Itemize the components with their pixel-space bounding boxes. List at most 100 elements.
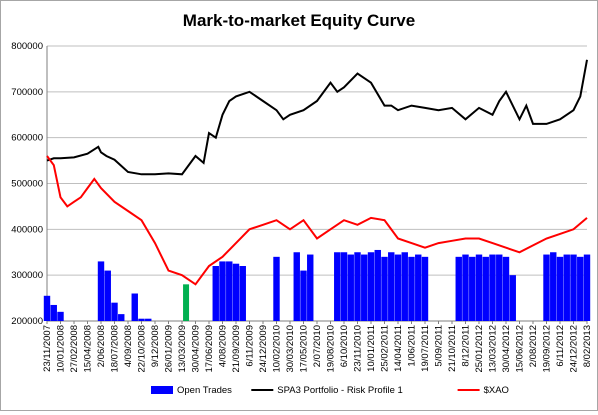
x-tick-label: 13/03/2009 <box>177 325 188 373</box>
x-tick-label: 23/11/2007 <box>42 325 53 372</box>
legend: Open Trades SPA3 Portfolio - Risk Profile… <box>151 385 509 396</box>
open-trades-bar <box>401 252 408 321</box>
x-tick-label: 5/09/2011 <box>434 325 445 367</box>
x-tick-label: 2/07/2010 <box>312 325 323 367</box>
x-tick-label: 8/12/2011 <box>461 325 472 367</box>
y-tick-label: 700000 <box>11 87 43 98</box>
open-trades-bar <box>475 254 483 321</box>
open-trades-bar <box>340 252 348 321</box>
x-tick-label: 4/08/2009 <box>218 325 229 367</box>
x-tick-label: 9/12/2008 <box>150 325 161 367</box>
x-tick-label: 19/07/2011 <box>420 325 431 372</box>
open-trades-bar <box>502 256 510 321</box>
open-trades-bar <box>455 256 462 321</box>
open-trades-bar <box>550 252 557 321</box>
open-trades-bar <box>57 311 64 321</box>
x-tick-label: 4/09/2008 <box>123 325 134 367</box>
open-trades-bar <box>381 256 388 321</box>
open-trades-bar <box>374 249 381 321</box>
y-tick-label: 200000 <box>11 316 43 327</box>
x-tick-label: 22/10/2008 <box>137 325 148 373</box>
x-tick-label: 19/09/2012 <box>542 325 553 373</box>
open-trades-bar <box>226 261 233 321</box>
x-tick-label: 2/06/2008 <box>96 325 107 367</box>
open-trades-bar <box>104 270 111 321</box>
x-tick-label: 6/11/2009 <box>245 325 256 367</box>
x-tick-label: 17/06/2009 <box>204 325 215 373</box>
open-trades-bar <box>543 254 550 321</box>
x-tick-label: 15/04/2008 <box>83 325 94 373</box>
legend-label: $XAO <box>484 385 509 396</box>
open-trades-bar <box>138 318 145 321</box>
x-tick-label: 10/02/2010 <box>272 325 283 373</box>
open-trades-bar <box>509 275 516 321</box>
x-tick-label: 14/04/2011 <box>393 325 404 372</box>
x-tick-label: 2/08/2012 <box>528 325 539 367</box>
y-tick-label: 400000 <box>11 224 43 235</box>
open-trades-bar <box>273 256 280 321</box>
open-trades-bar <box>577 256 584 321</box>
open-trades-bar <box>394 254 402 321</box>
open-trades-bar <box>118 314 125 321</box>
y-tick-label: 600000 <box>11 133 43 144</box>
open-trades-bar <box>347 254 354 321</box>
x-tick-label: 25/01/2012 <box>474 325 485 373</box>
open-trades-bar <box>489 254 496 321</box>
x-tick-label: 17/05/2010 <box>299 325 310 373</box>
open-trades-bar <box>415 254 422 321</box>
x-tick-label: 25/02/2011 <box>380 325 391 372</box>
x-tick-label: 30/03/2010 <box>285 325 296 373</box>
x-tick-label: 24/12/2012 <box>569 325 580 373</box>
open-trades-bar <box>97 261 105 321</box>
series-line <box>46 155 588 286</box>
marker-bar <box>183 284 190 321</box>
open-trades-bar <box>388 252 395 321</box>
open-trades-bar <box>583 254 591 321</box>
open-trades-bar <box>50 304 57 321</box>
open-trades-bar <box>239 266 246 321</box>
y-tick-label: 500000 <box>11 179 43 190</box>
x-tick-label: 24/12/2009 <box>258 325 269 373</box>
open-trades-bar <box>43 295 51 321</box>
x-tick-label: 30/04/2009 <box>191 325 202 373</box>
x-tick-label: 27/02/2008 <box>69 325 80 373</box>
open-trades-bar <box>462 254 469 321</box>
plot-area: 200000 300000 400000 500000 600000 700000 8000… <box>11 41 593 373</box>
open-trades-bar <box>354 252 361 321</box>
legend-label: Open Trades <box>177 385 232 396</box>
open-trades-bar <box>293 252 300 321</box>
x-tick-label: 6/10/2010 <box>339 325 350 367</box>
x-tick-label: 15/06/2012 <box>515 325 526 373</box>
open-trades-bar <box>307 254 314 321</box>
open-trades-bar <box>131 293 138 321</box>
x-tick-label: 10/01/2008 <box>56 325 67 373</box>
chart-title: Mark-to-market Equity Curve <box>183 11 415 30</box>
open-trades-bar <box>111 302 118 321</box>
open-trades-bar <box>421 256 429 321</box>
x-tick-label: 1/06/2011 <box>407 325 418 367</box>
open-trades-bar <box>219 261 226 321</box>
open-trades-bar <box>556 256 564 321</box>
open-trades-bar <box>145 318 152 321</box>
open-trades-bar <box>334 252 341 321</box>
y-tick-label: 800000 <box>11 41 43 52</box>
x-tick-label: 13/03/2012 <box>488 325 499 373</box>
x-tick-label: 18/07/2008 <box>110 325 121 373</box>
open-trades-bar <box>361 254 368 321</box>
x-tick-label: 21/10/2011 <box>447 325 458 372</box>
open-trades-bar <box>232 263 240 321</box>
open-trades-bar <box>496 254 503 321</box>
series-line <box>46 59 588 176</box>
open-trades-bar <box>469 256 476 321</box>
x-tick-label: 21/09/2009 <box>231 325 242 373</box>
x-tick-label: 8/02/2013 <box>582 325 593 367</box>
legend-label: SPA3 Portfolio - Risk Profile 1 <box>277 385 402 396</box>
legend-swatch <box>151 386 173 394</box>
open-trades-bar <box>212 266 219 321</box>
open-trades-bar <box>408 256 415 321</box>
x-tick-label: 30/04/2012 <box>501 325 512 373</box>
open-trades-bar <box>563 254 570 321</box>
open-trades-bar <box>570 254 577 321</box>
